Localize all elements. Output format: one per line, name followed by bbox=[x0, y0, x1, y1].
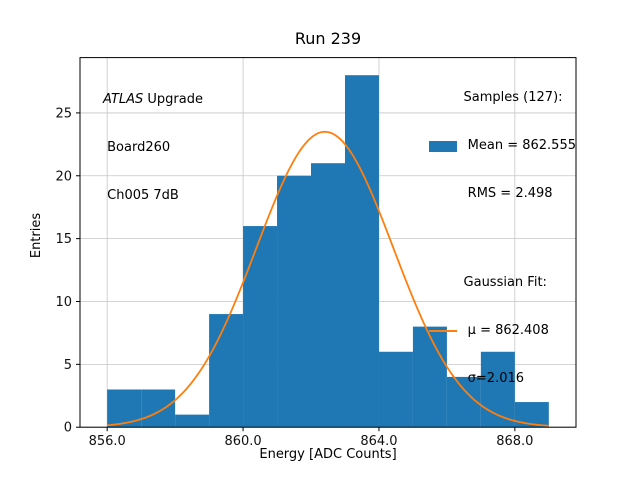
histogram-bar bbox=[277, 175, 312, 428]
legend-samples-mean: Mean = 862.555 bbox=[463, 138, 576, 153]
annotation: ATLAS Upgrade Board260 Ch005 7dB bbox=[103, 60, 203, 236]
y-tick-label: 15 bbox=[55, 232, 72, 247]
annotation-upgrade: Upgrade bbox=[143, 92, 203, 107]
x-tick-label: 856.0 bbox=[89, 434, 126, 449]
histogram-bar bbox=[311, 163, 345, 428]
samples-swatch bbox=[428, 140, 457, 152]
legend-samples-title: Samples (127): bbox=[463, 90, 563, 105]
legend-samples-rms: RMS = 2.498 bbox=[463, 186, 553, 201]
histogram-bar bbox=[243, 226, 278, 428]
x-tick-label: 868.0 bbox=[496, 434, 533, 449]
histogram-bar bbox=[378, 351, 413, 428]
legend-gaussian-sigma: σ=2.016 bbox=[463, 371, 525, 386]
gaussian-fit-curve bbox=[107, 130, 549, 427]
histogram-bar bbox=[209, 314, 244, 428]
histogram-bar bbox=[412, 326, 447, 428]
y-tick-label: 0 bbox=[64, 421, 72, 436]
legend-gaussian-lines: Gaussian Fit: μ = 862.408 σ=2.016 bbox=[464, 243, 549, 419]
y-axis-label: Entries bbox=[29, 212, 45, 259]
legend-samples-lines: Samples (127): Mean = 862.555 RMS = 2.49… bbox=[464, 58, 576, 234]
annotation-atlas: ATLAS bbox=[103, 92, 144, 107]
y-tick-label: 20 bbox=[55, 169, 72, 184]
gaussian-swatch bbox=[428, 330, 457, 332]
legend-gaussian-mu: μ = 862.408 bbox=[463, 323, 549, 338]
y-tick-label: 25 bbox=[55, 106, 72, 121]
histogram-bar bbox=[141, 389, 176, 428]
annotation-channel: Ch005 7dB bbox=[103, 188, 179, 203]
histogram-bar bbox=[344, 75, 379, 428]
legend-gaussian-title: Gaussian Fit: bbox=[463, 275, 547, 290]
y-tick-label: 5 bbox=[64, 358, 72, 373]
histogram-bar bbox=[107, 389, 142, 428]
chart-title: Run 239 bbox=[294, 29, 362, 48]
x-tick-label: 860.0 bbox=[224, 434, 261, 449]
x-tick-label: 864.0 bbox=[360, 434, 397, 449]
legend-entry-samples: Samples (127): Mean = 862.555 RMS = 2.49… bbox=[428, 58, 576, 234]
annotation-board: Board260 bbox=[103, 140, 171, 155]
legend: Samples (127): Mean = 862.555 RMS = 2.49… bbox=[428, 58, 576, 419]
histogram-bar bbox=[446, 376, 481, 428]
y-tick-label: 10 bbox=[55, 295, 72, 310]
annotation-line1: ATLAS Upgrade bbox=[103, 92, 203, 108]
axes-frame bbox=[79, 57, 577, 428]
x-axis-label: Energy [ADC Counts] bbox=[259, 447, 397, 462]
histogram-bar bbox=[175, 414, 210, 428]
legend-entry-gaussian: Gaussian Fit: μ = 862.408 σ=2.016 bbox=[428, 243, 576, 419]
